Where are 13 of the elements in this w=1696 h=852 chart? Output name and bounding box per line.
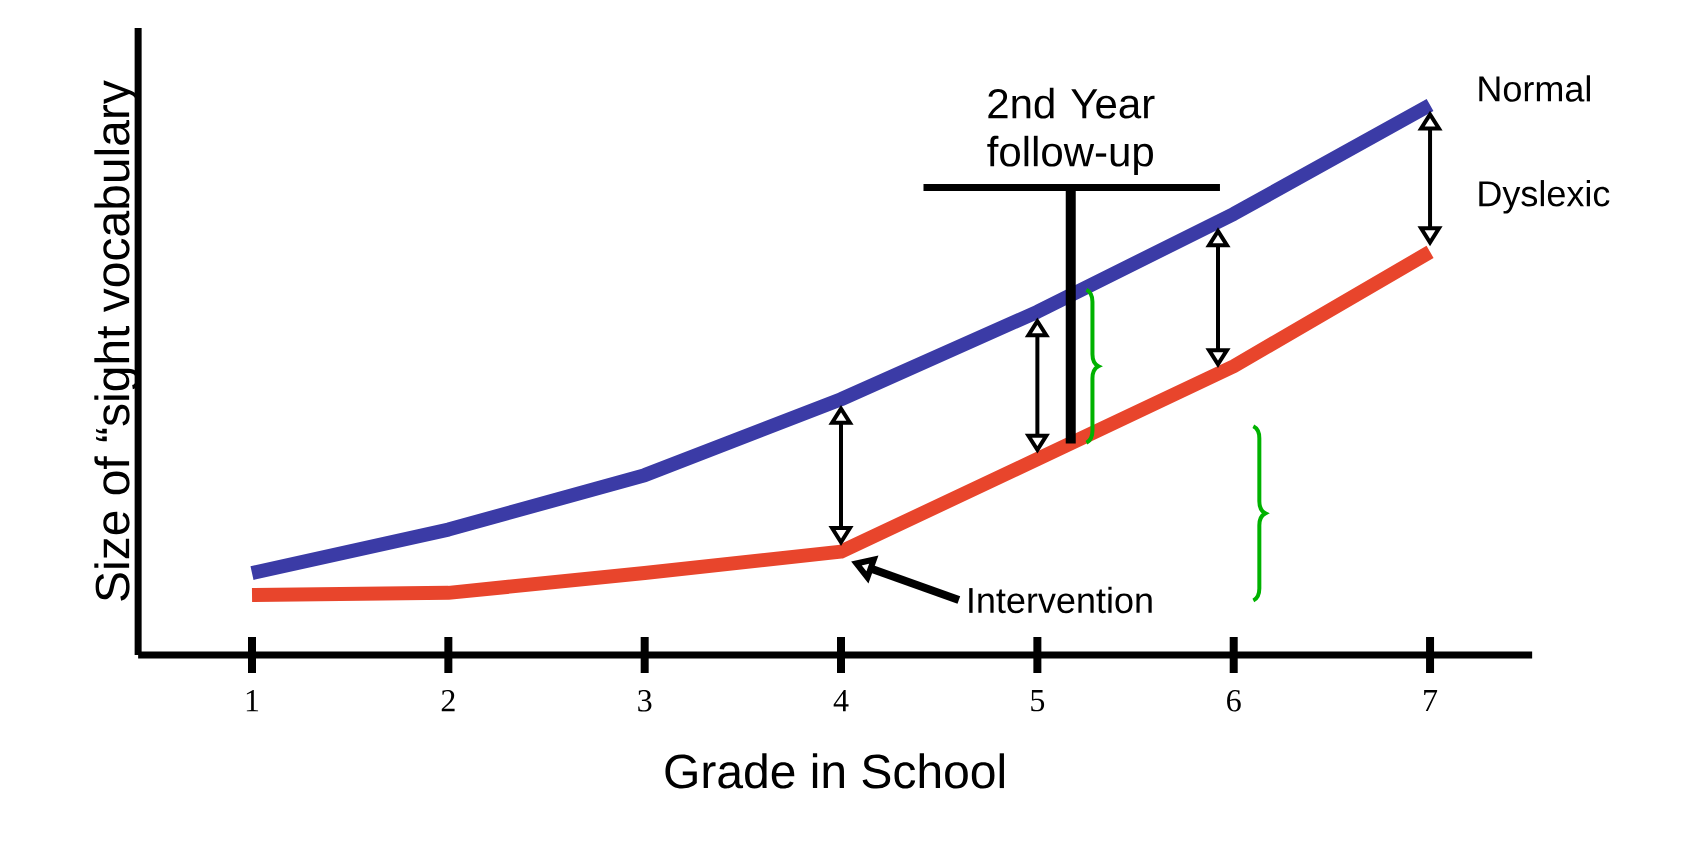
x-tick-label: 3	[638, 690, 652, 712]
x-tick-label: 6	[1227, 690, 1241, 712]
annotation: 2nd Year follow-up	[987, 87, 1155, 175]
x-tick-label: 5	[1031, 690, 1045, 712]
x-tick-label: 7	[1424, 690, 1438, 712]
x-axis-title: Grade in School	[665, 753, 1004, 789]
series-label: Normal	[1479, 75, 1590, 102]
annotation: Intervention	[969, 586, 1152, 614]
x-tick-label: 4	[833, 690, 849, 712]
y-axis-title: Size of “sight vocabulary	[94, 80, 140, 601]
x-tick-label: 1	[246, 690, 259, 712]
x-tick-label: 2	[441, 690, 455, 712]
series-label: Dyslexic	[1479, 180, 1610, 214]
